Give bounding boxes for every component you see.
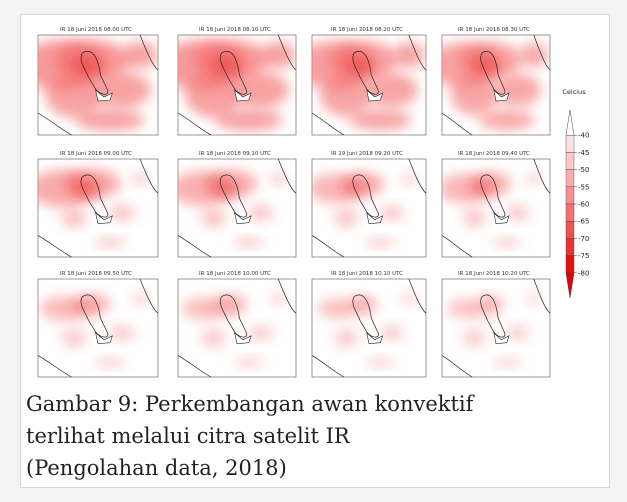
cloud [380, 325, 404, 341]
cloud [366, 73, 418, 107]
panel-title: IR 18 Juni 2018 09.10 UTC [199, 151, 271, 157]
panel-title: IR 18 Juni 2018 10.10 UTC [331, 271, 403, 277]
cloud [527, 173, 541, 185]
colorbar-label: -55 [578, 183, 589, 191]
colorbar-cap [566, 273, 574, 298]
panel-title: IR 18 Juni 2018 08.00 UTC [60, 27, 132, 33]
caption-line: terlihat melalui citra satelit IR [26, 424, 350, 448]
page: IR 18 Juni 2018 08.00 UTC IR 18 Juni 2018… [0, 0, 627, 502]
cloud [506, 325, 529, 341]
cloud [95, 238, 126, 247]
cloud [334, 328, 358, 348]
cloud [109, 325, 135, 341]
colorbar-title: Celcius [562, 88, 586, 96]
figure: IR 18 Juni 2018 08.00 UTC IR 18 Juni 2018… [0, 0, 627, 390]
cloud [402, 293, 417, 305]
colorbar-segment [566, 187, 574, 204]
panel-title: IR 18 Juni 2018 10.00 UTC [199, 271, 271, 277]
panel-title: IR 18 Juni 2018 09.00 UTC [60, 151, 132, 157]
panel-title: IR 18 Juni 2018 10.20 UTC [458, 271, 530, 277]
panel-title: IR 18 Juni 2018 08.10 UTC [199, 27, 271, 33]
satellite-panel: IR 18 Juni 2018 10.20 UTC [442, 271, 550, 377]
colorbar-label: -70 [578, 235, 589, 243]
satellite-panel: IR 18 Juni 2018 09.10 UTC [171, 151, 296, 257]
caption-line: (Pengolahan data, 2018) [26, 456, 287, 480]
cloud [494, 74, 541, 106]
colorbar-label: -60 [578, 201, 589, 209]
satellite-panel: IR 18 Juni 2018 10.10 UTC [312, 271, 426, 377]
panel-title: IR 18 Juni 2018 09.50 UTC [60, 271, 132, 277]
colorbar-segment [566, 238, 574, 255]
cloud [248, 205, 273, 221]
panel-title: IR 19 Juni 2018 09.20 UTC [331, 151, 403, 157]
colorbar-label: -80 [578, 269, 589, 277]
cloud [380, 205, 404, 221]
colorbar-segment [566, 135, 574, 152]
colorbar-segment [566, 170, 574, 187]
cloud [61, 328, 87, 348]
cloud [132, 173, 147, 185]
satellite-panel: IR 18 Juni 2018 08.30 UTC [427, 27, 550, 135]
colorbar-segment [566, 204, 574, 221]
satellite-panel: IR 18 Juni 2018 08.00 UTC [17, 27, 158, 135]
cloud [463, 328, 486, 348]
satellite-panel: IR 18 Juni 2018 09.50 UTC [38, 271, 158, 377]
caption-line: Gambar 9: Perkembangan awan konvektif [26, 392, 473, 416]
cloud [349, 110, 412, 131]
cloud [95, 358, 126, 367]
cloud [366, 238, 395, 247]
cloud [234, 358, 264, 367]
cloud [463, 208, 486, 228]
cloud [271, 173, 286, 185]
cloud [132, 293, 147, 305]
cloud [75, 109, 144, 131]
satellite-panel: IR 18 Juni 2018 08.20 UTC [294, 27, 426, 135]
cloud [493, 238, 521, 247]
satellite-panel: IR 18 Juni 2018 10.00 UTC [178, 271, 296, 377]
colorbar-segment [566, 256, 574, 273]
cloud [248, 325, 273, 341]
cloud [527, 293, 541, 305]
cloud [366, 358, 395, 367]
colorbar-label: -45 [578, 149, 589, 157]
cloud [393, 42, 424, 68]
colorbar-label: -75 [578, 252, 589, 260]
panel-title: IR 18 Juni 2018 08.30 UTC [458, 27, 530, 33]
cloud [479, 110, 535, 129]
cloud [201, 208, 226, 228]
cloud [334, 208, 358, 228]
cloud [123, 42, 158, 69]
panel-title: IR 18 Juni 2018 08.20 UTC [331, 27, 403, 33]
colorbar-segment [566, 152, 574, 169]
colorbar-cap [566, 110, 574, 135]
cloud [320, 74, 372, 117]
cloud [215, 109, 283, 131]
satellite-panel: IR 19 Juni 2018 09.20 UTC [309, 151, 426, 257]
satellite-panel: IR 18 Juni 2018 08.10 UTC [158, 27, 297, 135]
cloud [451, 75, 498, 116]
cloud [261, 42, 295, 69]
colorbar-label: -40 [578, 132, 589, 140]
satellite-panel: IR 18 Juni 2018 09.00 UTC [28, 151, 158, 257]
cloud [201, 328, 226, 348]
cloud [271, 293, 286, 305]
colorbar-label: -65 [578, 218, 589, 226]
colorbar-segment [566, 221, 574, 238]
panel-title: IR 18 Juni 2018 09.40 UTC [458, 151, 530, 157]
cloud [493, 358, 521, 367]
cloud [402, 173, 417, 185]
colorbar-label: -50 [578, 166, 589, 174]
cloud [61, 208, 87, 228]
cloud [506, 205, 529, 221]
cloud [109, 205, 135, 221]
cloud [234, 238, 264, 247]
satellite-panel: IR 18 Juni 2018 09.40 UTC [439, 151, 550, 257]
cloud [520, 43, 548, 67]
